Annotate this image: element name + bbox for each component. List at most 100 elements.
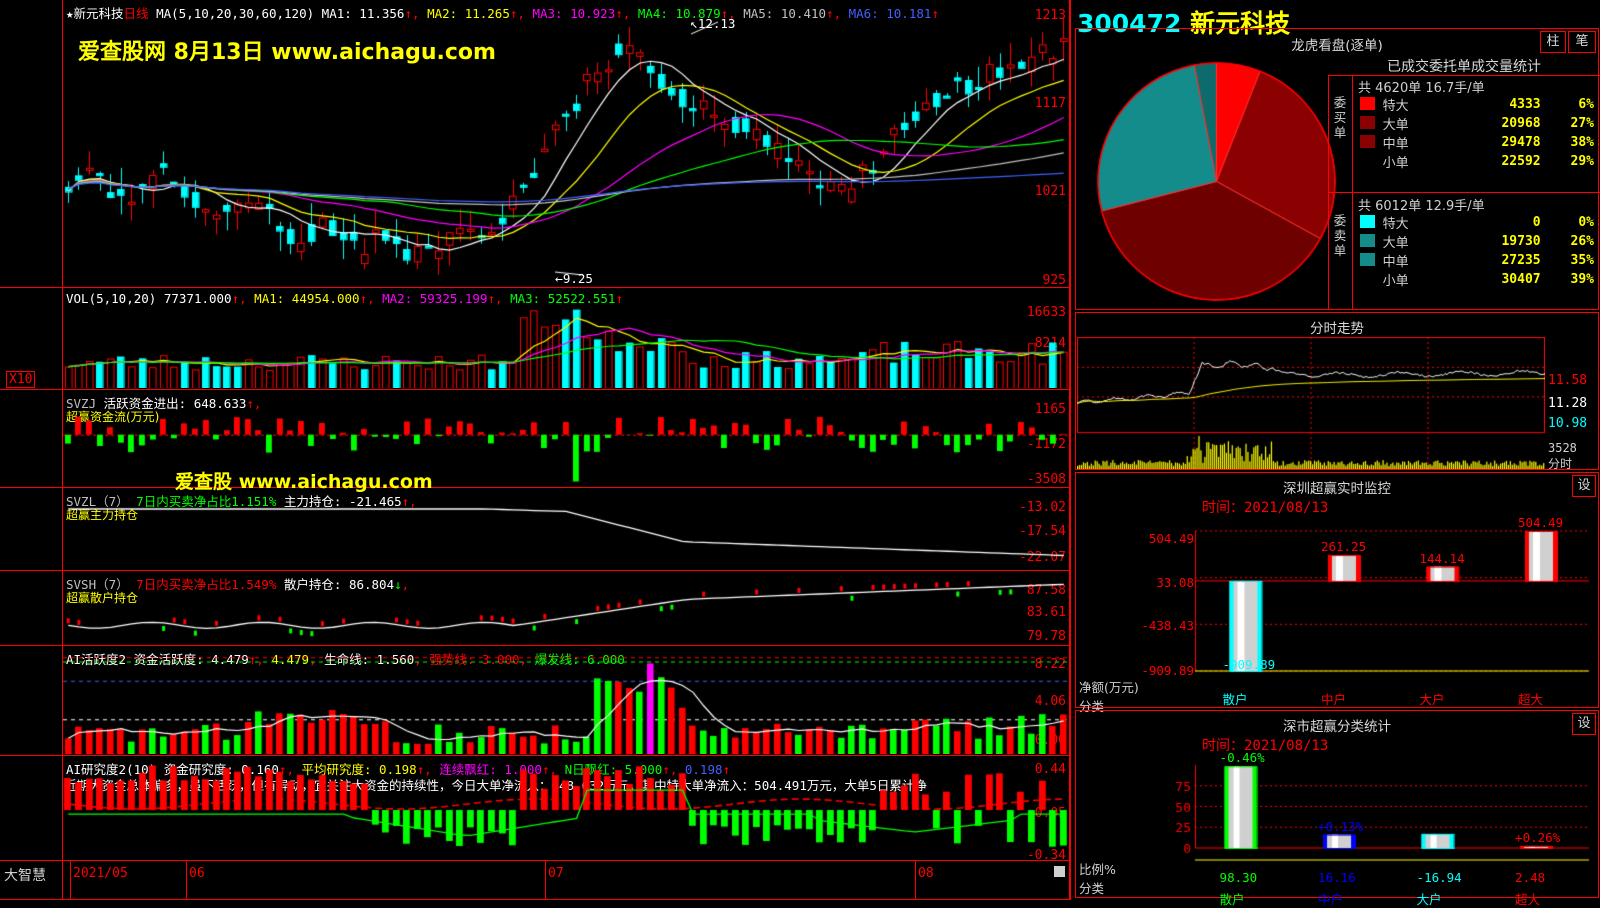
table-row: 小单 22592 29%	[1358, 152, 1596, 171]
arrow-up-icon: ↑	[404, 6, 412, 21]
order-stats-title: 已成交委托单成交量统计	[1387, 59, 1541, 75]
classify-bar-chart[interactable]	[1077, 755, 1599, 870]
buy-swatch	[1358, 114, 1381, 133]
time-tick	[915, 861, 916, 899]
buy-qty: 29478	[1501, 135, 1541, 150]
pane-divider	[0, 645, 1070, 646]
sell-qty: 0	[1532, 215, 1541, 230]
classify-bar-value: 98.30	[1219, 870, 1258, 885]
buy-rows: 特大 4333 6% 大单 20968 27% 中单 29478 38% 小单 22592 29%	[1358, 95, 1596, 171]
classify-bar-pct: -0.46%	[1219, 750, 1265, 766]
sell-swatch	[1358, 270, 1381, 289]
sell-swatch	[1358, 251, 1381, 270]
table-row: 中单 29478 38%	[1358, 133, 1596, 152]
classify-category-label: 大户	[1416, 892, 1442, 907]
ai-research-chart[interactable]	[63, 757, 1069, 859]
realtime-category-label: 中户	[1320, 692, 1346, 707]
svzj-chart[interactable]	[63, 391, 1069, 486]
vol-items-item-2: MA3: 52522.551	[510, 291, 616, 306]
svzl-chart[interactable]	[63, 489, 1069, 569]
intraday-title: 分时走势	[1310, 321, 1364, 337]
volume-chart[interactable]	[63, 303, 1069, 388]
pane-divider	[0, 389, 1070, 390]
volume-scale-tag: X10	[6, 371, 36, 388]
sell-qty: 30407	[1501, 272, 1541, 287]
classify-time: 时间：2021/08/13	[1202, 738, 1329, 754]
time-tick-label: 2021/05	[73, 866, 128, 881]
ai-activity-chart[interactable]	[63, 647, 1069, 754]
intraday-panel: 分时走势 11.58 11.28 10.98 3528 分时	[1075, 312, 1599, 471]
buy-type: 大单	[1382, 118, 1409, 133]
classify-settings-button[interactable]: 设	[1572, 713, 1596, 735]
time-tick	[186, 861, 187, 899]
stock-code: 300472	[1077, 9, 1182, 38]
realtime-y-tick: -438.43	[1141, 618, 1194, 634]
realtime-y-tick: 33.08	[1156, 574, 1194, 590]
sell-swatch	[1358, 213, 1381, 232]
realtime-monitor-panel: 深圳超赢实时监控 设 时间：2021/08/13 净额(万元) 分类 504.49…	[1075, 472, 1599, 714]
sell-pct: 0%	[1578, 215, 1594, 230]
pane-divider	[0, 287, 1070, 288]
classify-bar-pct: +0.26%	[1515, 829, 1561, 845]
buy-type: 特大	[1382, 99, 1409, 114]
realtime-bar-value: 261.25	[1320, 539, 1367, 555]
intraday-label-high: 11.58	[1548, 373, 1588, 388]
buy-type: 中单	[1382, 137, 1409, 152]
tab-column-view[interactable]: 柱	[1540, 31, 1566, 53]
stock-title: 300472 新元科技	[1077, 4, 1290, 40]
table-row: 大单 20968 27%	[1358, 114, 1596, 133]
arrow-up-icon: ↑	[826, 6, 834, 21]
time-tick-label: 06	[189, 866, 205, 881]
kline-candlestick-chart[interactable]	[63, 14, 1069, 286]
right-column: 300472 新元科技 龙虎看盘(逐单) 柱 笔 已成交委托单成交量统计 委买单…	[1070, 0, 1600, 907]
arrow-up-icon: ↑	[931, 6, 939, 21]
sell-rows: 特大 0 0% 大单 19730 26% 中单 27235 35% 小单 30407 39%	[1358, 213, 1596, 289]
sell-swatch	[1358, 232, 1381, 251]
order-panel: 龙虎看盘(逐单) 柱 笔 已成交委托单成交量统计 委买单 委卖单 共 4620单…	[1075, 28, 1600, 310]
realtime-settings-button[interactable]: 设	[1572, 475, 1596, 497]
stock-name: 新元科技	[1190, 9, 1291, 38]
arrow-up-icon: ↑	[615, 6, 623, 21]
svsh-chart[interactable]	[63, 572, 1069, 644]
sell-pct: 26%	[1570, 234, 1594, 249]
order-panel-title: 龙虎看盘(逐单)	[1291, 38, 1383, 54]
buy-pct: 27%	[1570, 116, 1594, 131]
arrow-up-icon: ↑	[615, 291, 623, 306]
realtime-bar-chart[interactable]	[1077, 517, 1599, 685]
realtime-category-label: 超大	[1517, 692, 1543, 707]
buy-type: 小单	[1382, 156, 1409, 171]
vol-items-item-0: MA1: 44954.000	[254, 291, 360, 306]
time-tick	[545, 861, 546, 899]
intraday-label-low: 10.98	[1548, 416, 1588, 431]
sell-type: 大单	[1382, 236, 1409, 251]
intraday-volume-label: 3528	[1548, 441, 1577, 455]
realtime-bar-value: 504.49	[1517, 515, 1564, 530]
realtime-bar-value: -909.89	[1222, 657, 1276, 672]
time-tick-label: 07	[548, 866, 564, 881]
table-row: 特大 0 0%	[1358, 213, 1596, 232]
table-row: 特大 4333 6%	[1358, 95, 1596, 114]
classify-bar-pct: +0.13%	[1318, 818, 1364, 834]
tab-tick-view[interactable]: 笔	[1568, 31, 1596, 53]
intraday-chart[interactable]	[1077, 337, 1545, 469]
realtime-y-tick: 504.49	[1148, 531, 1194, 546]
classify-title: 深市超赢分类统计	[1283, 719, 1391, 735]
buy-side-label: 委买单	[1333, 95, 1347, 140]
realtime-category-label: 散户	[1222, 692, 1248, 707]
buy-swatch	[1358, 152, 1381, 171]
order-distribution-pie[interactable]	[1094, 59, 1339, 304]
table-row: 大单 19730 26%	[1358, 232, 1596, 251]
sell-type: 中单	[1382, 255, 1409, 270]
intraday-footer: 分时	[1548, 457, 1573, 471]
classify-category-label: 超大	[1515, 892, 1541, 907]
buy-qty: 4333	[1509, 97, 1541, 112]
lock-icon[interactable]	[1054, 866, 1065, 877]
star-icon: ★	[66, 6, 74, 21]
volume-title: VOL(5,10,20)	[66, 291, 157, 306]
table-row: 中单 27235 35%	[1358, 251, 1596, 270]
sell-type: 特大	[1382, 217, 1409, 232]
sell-qty: 27235	[1501, 253, 1541, 268]
time-tick	[70, 861, 71, 899]
realtime-time: 时间：2021/08/13	[1202, 500, 1329, 516]
classify-bar-value: -16.94	[1416, 870, 1462, 885]
